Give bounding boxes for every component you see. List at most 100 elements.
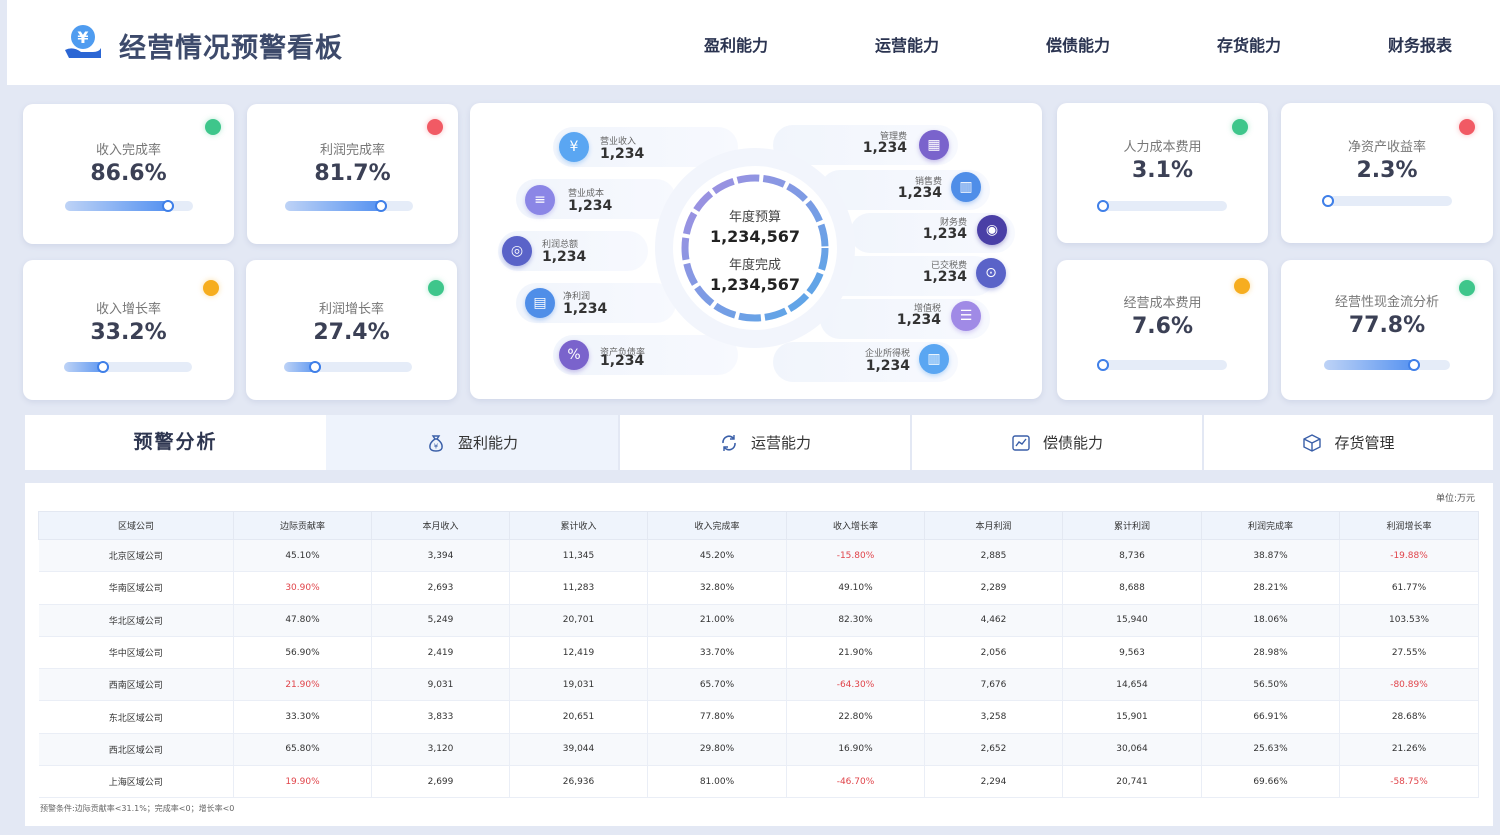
kpi-label: 收入增长率	[95, 302, 161, 317]
kpi-card-operating-cost[interactable]: 经营成本费用 7.6%	[1057, 260, 1268, 400]
status-dot	[1232, 119, 1248, 135]
table-row[interactable]: 北京区域公司 45.10% 3,394 11,345 45.20% -15.80% 2,88…	[38, 539, 1479, 573]
table-cell: 5,249	[371, 604, 510, 637]
table-cell: 69.66%	[1201, 765, 1340, 799]
status-dot	[1234, 278, 1250, 294]
budget-item-value: 1,234	[600, 146, 645, 162]
table-cell: 12,419	[509, 636, 648, 670]
column-header[interactable]: 边际贡献率	[233, 511, 372, 540]
table-row[interactable]: 上海区域公司 19.90% 2,699 26,936 81.00% -46.70% 2,29…	[38, 765, 1479, 799]
kpi-card-profit-growth[interactable]: 利润增长率 27.4%	[246, 260, 457, 400]
table-cell: 32.80%	[647, 571, 787, 605]
warning-table-panel: 单位:万元 区域公司 边际贡献率 本月收入 累计收入 收入完成率 收入增长率 本月利润 累计利…	[25, 483, 1493, 826]
budget-item-label: 营业收入	[600, 137, 637, 147]
kpi-card-revenue-growth[interactable]: 收入增长率 33.2%	[23, 260, 234, 400]
table-row[interactable]: 西南区域公司 21.90% 9,031 19,031 65.70% -64.30% 7,67…	[38, 668, 1479, 702]
table-cell: 15,940	[1062, 604, 1202, 637]
table-cell: 20,651	[509, 700, 648, 734]
kpi-card-roe[interactable]: 净资产收益率 2.3%	[1281, 103, 1493, 243]
column-header[interactable]: 本月收入	[371, 511, 510, 540]
budget-ring	[673, 166, 837, 330]
table-cell: 华中区域公司	[38, 636, 234, 670]
table-cell: 4,462	[924, 604, 1063, 637]
table-cell: 2,294	[924, 765, 1063, 799]
table-cell: -19.88%	[1339, 539, 1479, 573]
table-row[interactable]: 西北区域公司 65.80% 3,120 39,044 29.80% 16.90% 2,652…	[38, 733, 1479, 767]
column-header[interactable]: 累计收入	[509, 511, 648, 540]
table-row[interactable]: 华南区域公司 30.90% 2,693 11,283 32.80% 49.10% 2,289…	[38, 571, 1479, 605]
tab-profitability[interactable]: ¥ 盈利能力	[326, 415, 618, 470]
table-cell: 22.80%	[786, 700, 925, 734]
kpi-progress-bar	[1324, 359, 1450, 371]
svg-text:¥: ¥	[434, 442, 439, 450]
kpi-progress-knob	[309, 361, 321, 373]
tab-section-title: 预警分析	[133, 431, 218, 453]
table-cell: 21.26%	[1339, 733, 1479, 767]
table-cell: 9,563	[1062, 636, 1202, 670]
budget-panel: ¥ 营业收入 1,234 ≡ 营业成本 1,234 ◎ 利润总额 1,234 ▤ 净利润 1,234%…	[470, 103, 1042, 399]
money-hand-icon: ¥	[65, 25, 101, 58]
page-title: 经营情况预警看板	[119, 33, 343, 64]
kpi-progress-bar	[1322, 195, 1452, 207]
kpi-progress-knob	[1097, 359, 1109, 371]
kpi-progress-bar	[65, 200, 193, 212]
table-cell: 华北区域公司	[38, 604, 234, 637]
warning-footnote: 预警条件:边际贡献率<31.1%；完成率<0；增长率<0	[40, 804, 235, 813]
column-header[interactable]: 本月利润	[924, 511, 1063, 540]
nav-inventory[interactable]: 存货能力	[1217, 36, 1282, 55]
table-cell: -58.75%	[1339, 765, 1479, 799]
table-cell: 2,885	[924, 539, 1063, 573]
table-row[interactable]: 东北区域公司 33.30% 3,833 20,651 77.80% 22.80% 3,258…	[38, 700, 1479, 734]
table-cell: 61.77%	[1339, 571, 1479, 605]
table-row[interactable]: 华中区域公司 56.90% 2,419 12,419 33.70% 21.90% 2,056…	[38, 636, 1479, 670]
table-cell: -80.89%	[1339, 668, 1479, 702]
kpi-progress-bar	[1097, 200, 1227, 212]
tab-inventory[interactable]: 存货管理	[1202, 415, 1493, 470]
column-header[interactable]: 区域公司	[38, 511, 234, 540]
table-cell: 上海区域公司	[38, 765, 234, 799]
table-cell: -64.30%	[786, 668, 925, 702]
table-body: 北京区域公司 45.10% 3,394 11,345 45.20% -15.80% 2,88…	[38, 539, 1479, 799]
column-header[interactable]: 累计利润	[1062, 511, 1202, 540]
table-cell: 3,394	[371, 539, 510, 573]
money-bag-icon: ¥	[559, 132, 589, 162]
kpi-label: 收入完成率	[95, 143, 161, 158]
svg-text:¥: ¥	[77, 28, 88, 47]
table-header-row: 区域公司 边际贡献率 本月收入 累计收入 收入完成率 收入增长率 本月利润 累计利润 利润完成率…	[38, 511, 1479, 540]
kpi-card-revenue-completion[interactable]: 收入完成率 86.6%	[23, 104, 234, 244]
nav-operations[interactable]: 运营能力	[875, 36, 940, 55]
column-header[interactable]: 利润增长率	[1339, 511, 1479, 540]
kpi-progress-knob	[1097, 200, 1109, 212]
kpi-value: 33.2%	[90, 320, 167, 345]
kpi-card-labor-cost[interactable]: 人力成本费用 3.1%	[1057, 103, 1268, 243]
table-cell: 56.50%	[1201, 668, 1340, 702]
table-cell: 19.90%	[233, 765, 372, 799]
table-cell: 西北区域公司	[38, 733, 234, 767]
tab-operations[interactable]: 运营能力	[618, 415, 910, 470]
table-cell: 33.70%	[647, 636, 787, 670]
table-cell: 2,289	[924, 571, 1063, 605]
safe-icon: ◉	[977, 215, 1007, 245]
kpi-card-profit-completion[interactable]: 利润完成率 81.7%	[247, 104, 458, 244]
column-header[interactable]: 利润完成率	[1201, 511, 1340, 540]
tab-solvency[interactable]: 偿债能力	[910, 415, 1202, 470]
nav-profitability[interactable]: 盈利能力	[704, 36, 769, 55]
column-header[interactable]: 收入增长率	[786, 511, 925, 540]
nav-solvency[interactable]: 偿债能力	[1046, 36, 1111, 55]
kpi-progress-knob	[1408, 359, 1420, 371]
table-cell: 45.20%	[647, 539, 787, 573]
table-cell: 21.90%	[786, 636, 925, 670]
table-cell: 西南区域公司	[38, 668, 234, 702]
budget-item-value: 1,234	[922, 226, 967, 242]
table-cell: 28.68%	[1339, 700, 1479, 734]
table-cell: 3,258	[924, 700, 1063, 734]
status-dot	[1459, 119, 1475, 135]
table-row[interactable]: 华北区域公司 47.80% 5,249 20,701 21.00% 82.30% 4,462…	[38, 604, 1479, 637]
budget-item-label: 销售费	[914, 177, 942, 187]
column-header[interactable]: 收入完成率	[647, 511, 787, 540]
budget-item-value: 1,234	[896, 312, 941, 328]
kpi-card-cash-flow[interactable]: 经营性现金流分析 77.8%	[1281, 260, 1493, 400]
nav-financial-reports[interactable]: 财务报表	[1388, 36, 1453, 55]
kpi-progress-bar	[64, 361, 192, 373]
table-cell: 2,693	[371, 571, 510, 605]
